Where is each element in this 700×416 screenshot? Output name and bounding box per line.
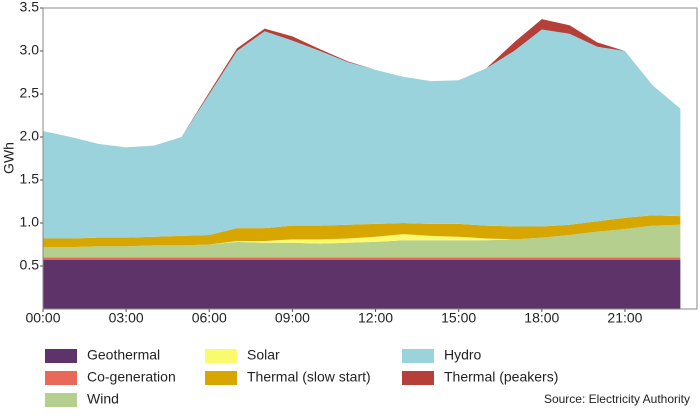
y-tick-label: 1.0 [20,214,40,230]
area [43,29,681,239]
area [43,257,681,260]
area [43,215,681,248]
plot-frame [42,7,698,310]
x-tick-label: 09:00 [275,310,310,326]
y-tick-label: 1.5 [20,171,40,187]
x-tick-label: 18:00 [524,310,559,326]
legend-swatch [45,371,77,385]
legend-swatch [205,371,237,385]
y-axis-label: GWh [1,142,17,174]
x-tick-label: 06:00 [192,310,227,326]
legend-swatch [402,371,434,385]
legend-label: Wind [87,391,119,407]
x-tick-label: 03:00 [109,310,144,326]
y-tick-label: 0.5 [20,257,40,273]
legend-label: Geothermal [87,347,160,363]
legend-swatch [45,349,77,363]
y-tick-label: 2.5 [20,85,40,101]
legend-label: Solar [247,347,280,363]
source-note: Source: Electricity Authority [544,392,690,406]
legend-swatch [402,349,434,363]
x-tick-label: 00:00 [25,310,60,326]
area [43,224,681,258]
area [43,259,681,309]
x-tick-label: 21:00 [607,310,642,326]
legend-label: Thermal (peakers) [444,369,558,385]
legend-label: Thermal (slow start) [247,369,371,385]
legend-swatch [205,349,237,363]
legend-label: Co-generation [87,369,176,385]
y-tick-label: 2.0 [20,128,40,144]
legend-label: Hydro [444,347,482,363]
legend-swatch [45,393,77,407]
x-tick-label: 12:00 [358,310,393,326]
x-tick-label: 15:00 [441,310,476,326]
y-tick-label: 3.0 [20,42,40,58]
y-tick-label: 3.5 [20,0,40,15]
